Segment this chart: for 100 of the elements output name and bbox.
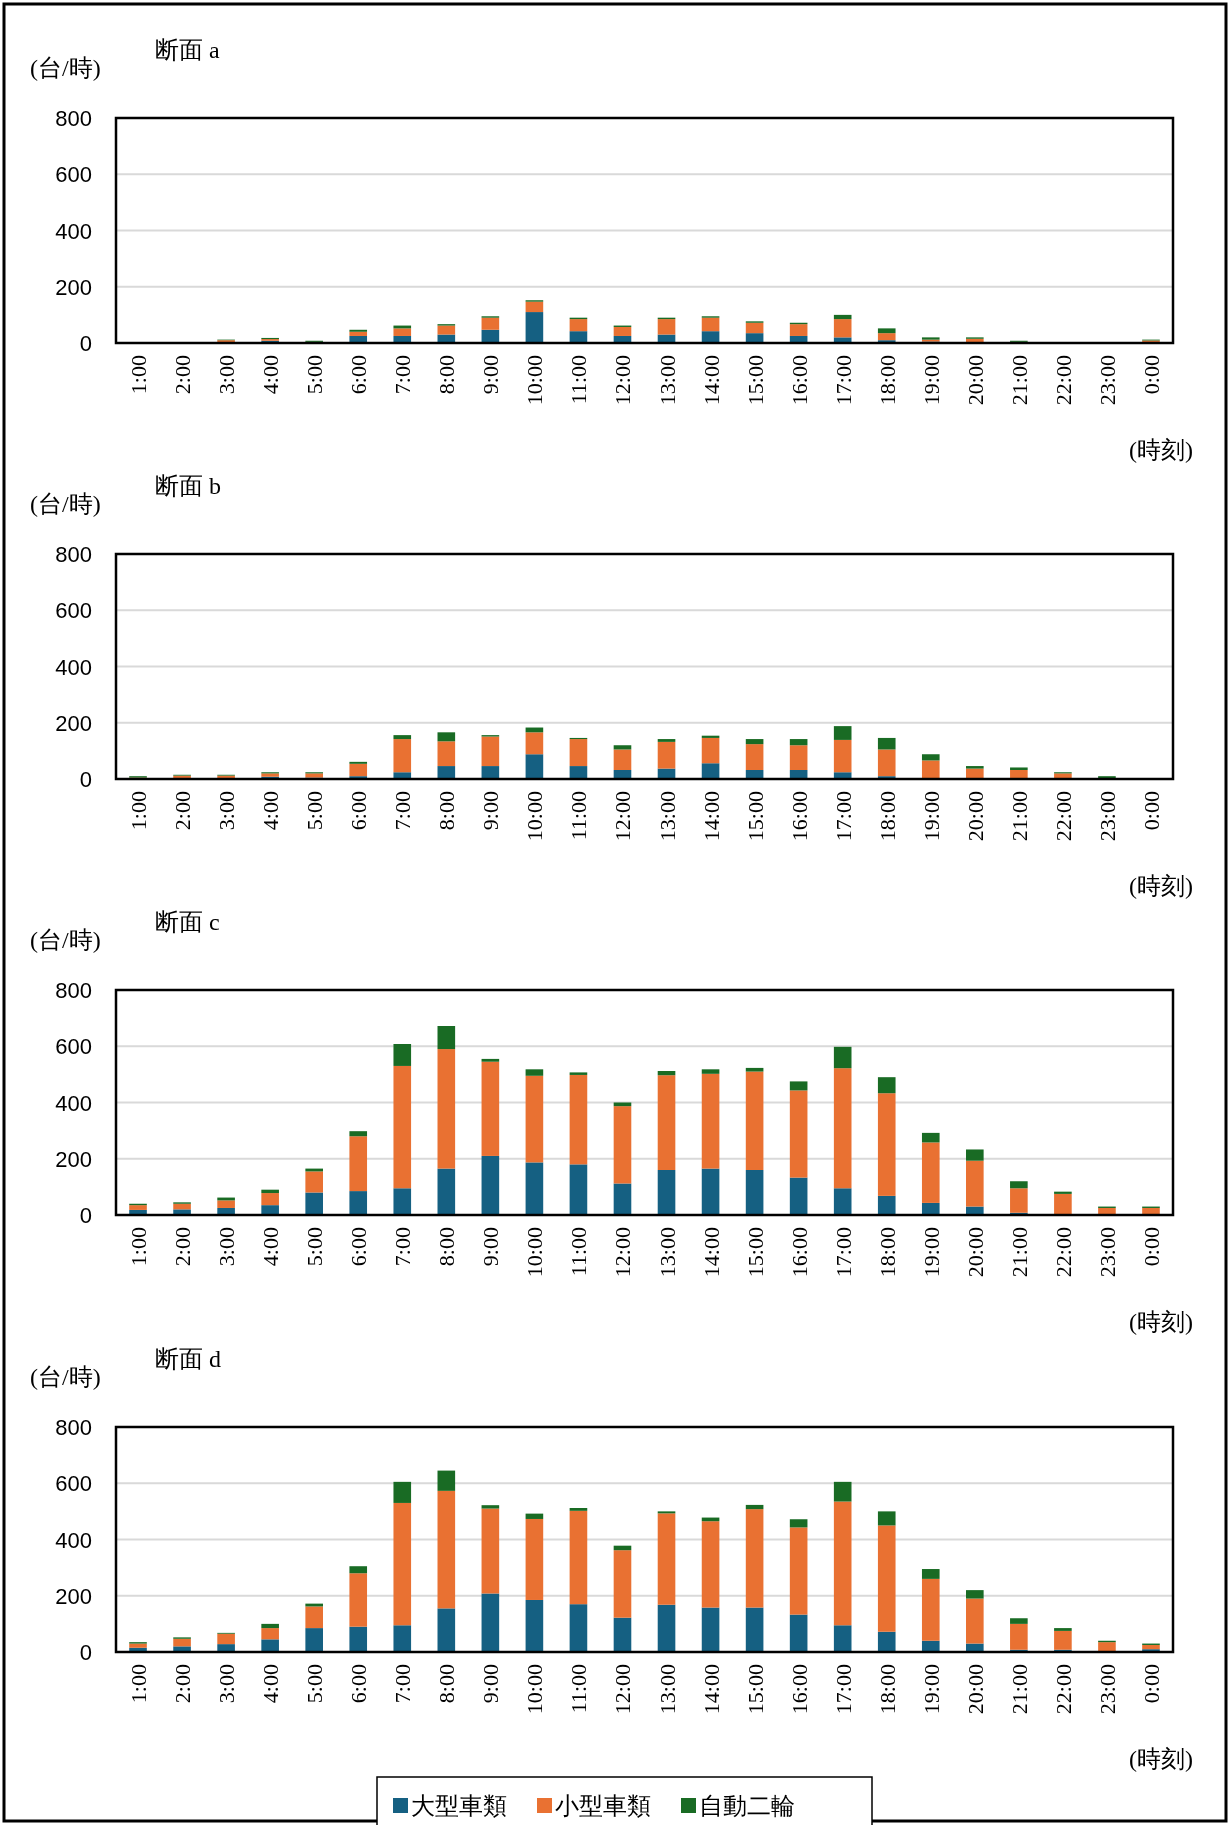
x-tick-label: 5:00 [302,1664,328,1704]
x-tick-label: 14:00 [698,1664,724,1715]
x-tick-label: 10:00 [522,355,548,406]
x-tick-label: 15:00 [742,791,768,842]
x-tick-label: 23:00 [1094,791,1120,842]
x-tick-label: 6:00 [346,1227,372,1267]
x-tick-label: 17:00 [830,355,856,406]
chart-title: 断面 c [155,909,220,935]
x-tick-label: 11:00 [566,1664,592,1714]
x-tick-label: 22:00 [1050,1664,1076,1715]
x-tick-label: 19:00 [918,1664,944,1715]
x-tick-label: 9:00 [478,355,504,395]
x-tick-label: 8:00 [434,1227,460,1267]
x-tick-label: 18:00 [874,1227,900,1278]
x-tick-label: 23:00 [1094,1227,1120,1278]
x-tick-label: 8:00 [434,791,460,831]
x-tick-label: 1:00 [126,355,152,395]
x-tick-label: 3:00 [214,1664,240,1704]
x-tick-label: 23:00 [1094,1664,1120,1715]
y-tick-label: 0 [79,1640,92,1665]
y-tick-label: 600 [55,162,92,188]
x-tick-label: 21:00 [1006,1664,1032,1715]
y-axis-title: (台/時) [30,491,101,517]
x-tick-label: 21:00 [1006,355,1032,406]
x-tick-label: 20:00 [962,1664,988,1715]
x-tick-label: 0:00 [1138,791,1164,831]
y-tick-label: 200 [55,274,92,300]
x-tick-label: 6:00 [346,355,372,395]
x-tick-label: 13:00 [654,355,680,406]
x-axis-title: (時刻) [1129,437,1193,463]
x-tick-label: 15:00 [742,1227,768,1278]
x-tick-label: 7:00 [390,791,416,831]
x-tick-label: 16:00 [786,1227,812,1278]
x-tick-label: 19:00 [918,1227,944,1278]
y-tick-label: 600 [55,1471,92,1497]
x-tick-label: 10:00 [522,1664,548,1715]
chart-title: 断面 a [155,37,220,63]
x-tick-label: 2:00 [170,1227,196,1267]
x-tick-label: 4:00 [258,355,284,395]
y-tick-label: 800 [55,1415,92,1440]
chart-title: 断面 d [155,1346,221,1372]
x-tick-label: 19:00 [918,791,944,842]
x-tick-label: 13:00 [654,791,680,842]
x-tick-label: 7:00 [390,1227,416,1267]
x-tick-label: 0:00 [1138,1664,1164,1704]
x-tick-label: 8:00 [434,355,460,395]
x-tick-label: 9:00 [478,791,504,831]
y-tick-label: 400 [55,218,92,244]
x-tick-label: 9:00 [478,1227,504,1267]
x-tick-label: 21:00 [1006,1227,1032,1278]
x-tick-label: 14:00 [698,1227,724,1278]
x-tick-label: 21:00 [1006,791,1032,842]
x-tick-label: 3:00 [214,791,240,831]
legend-label: 大型車類 [411,1793,507,1819]
y-axis-title: (台/時) [30,927,101,953]
x-tick-label: 13:00 [654,1664,680,1715]
x-tick-label: 5:00 [302,1227,328,1267]
x-tick-label: 22:00 [1050,355,1076,406]
x-tick-label: 13:00 [654,1227,680,1278]
x-tick-label: 22:00 [1050,791,1076,842]
y-tick-label: 600 [55,598,92,624]
x-tick-label: 18:00 [874,791,900,842]
x-tick-label: 7:00 [390,355,416,395]
y-tick-label: 0 [79,767,92,792]
x-tick-label: 11:00 [566,1227,592,1277]
y-tick-label: 600 [55,1034,92,1060]
x-tick-label: 0:00 [1138,1227,1164,1267]
y-axis-title: (台/時) [30,55,101,81]
x-tick-label: 4:00 [258,791,284,831]
x-tick-label: 19:00 [918,355,944,406]
x-tick-label: 9:00 [478,1664,504,1704]
x-tick-label: 2:00 [170,1664,196,1704]
x-tick-label: 18:00 [874,1664,900,1715]
x-tick-label: 20:00 [962,355,988,406]
x-tick-label: 12:00 [610,1664,636,1715]
y-tick-label: 400 [55,1090,92,1116]
x-tick-label: 22:00 [1050,1227,1076,1278]
x-tick-label: 12:00 [610,791,636,842]
x-tick-label: 6:00 [346,1664,372,1704]
x-tick-label: 0:00 [1138,355,1164,395]
x-tick-label: 4:00 [258,1664,284,1704]
x-tick-label: 2:00 [170,791,196,831]
y-tick-label: 400 [55,1527,92,1553]
x-tick-label: 20:00 [962,791,988,842]
x-tick-label: 17:00 [830,1664,856,1715]
x-tick-label: 1:00 [126,1664,152,1704]
x-tick-label: 1:00 [126,1227,152,1267]
x-tick-label: 2:00 [170,355,196,395]
x-tick-label: 12:00 [610,1227,636,1278]
x-tick-label: 5:00 [302,355,328,395]
x-tick-label: 8:00 [434,1664,460,1704]
x-axis-title: (時刻) [1129,873,1193,899]
x-tick-label: 3:00 [214,355,240,395]
x-tick-label: 10:00 [522,1227,548,1278]
y-tick-label: 400 [55,654,92,680]
x-tick-label: 7:00 [390,1664,416,1704]
x-tick-label: 14:00 [698,791,724,842]
x-tick-label: 6:00 [346,791,372,831]
x-tick-label: 16:00 [786,791,812,842]
x-tick-label: 10:00 [522,791,548,842]
